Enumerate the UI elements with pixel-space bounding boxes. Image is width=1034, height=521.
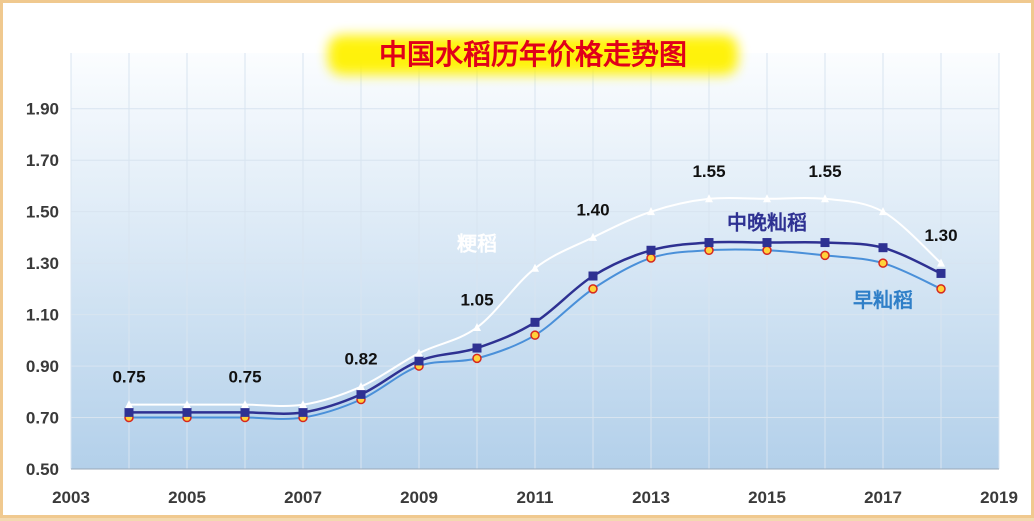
mid-late-indica-point <box>124 407 134 417</box>
mid-late-indica-point <box>820 238 830 248</box>
mid-late-indica-point <box>530 317 540 327</box>
mid-late-indica-point <box>414 356 424 366</box>
mid-late-indica-point <box>240 407 250 417</box>
x-tick-label: 2019 <box>980 488 1018 507</box>
japonica-point <box>415 348 423 357</box>
x-axis: 2003 2005 2007 2009 2011 2013 2015 2017 2019 <box>52 488 1018 507</box>
early-indica-point <box>820 250 830 261</box>
x-tick-label: 2011 <box>517 488 554 507</box>
mid-late-indica-point <box>762 238 772 248</box>
title-glow <box>328 35 738 75</box>
japonica-point <box>299 400 307 409</box>
series-label-early-indica: 早籼稻 <box>853 288 913 312</box>
japonica-point <box>937 258 945 267</box>
early-indica-point <box>588 284 598 294</box>
y-tick-label: 1.90 <box>26 100 59 119</box>
japonica-point <box>183 400 191 409</box>
early-indica-point <box>704 245 714 256</box>
japonica-point <box>531 263 539 272</box>
japonica-point <box>473 322 481 331</box>
japonica-point <box>125 400 133 409</box>
mid-late-indica-point <box>878 243 888 253</box>
japonica-point <box>705 194 713 203</box>
series-label-japonica: 粳稻 <box>457 231 497 255</box>
mid-late-indica-point <box>646 245 656 255</box>
y-tick-label: 1.10 <box>26 306 59 325</box>
japonica-point <box>241 400 249 409</box>
data-label: 1.55 <box>808 162 841 181</box>
early-indica-point <box>936 284 946 294</box>
y-tick-label: 0.50 <box>26 460 59 479</box>
x-tick-label: 2003 <box>52 488 90 507</box>
japonica-point <box>821 194 829 203</box>
early-indica-point <box>762 245 772 256</box>
mid-late-indica-point <box>936 268 946 278</box>
mid-late-indica-point <box>182 407 192 417</box>
japonica-point <box>357 382 365 391</box>
data-label: 0.82 <box>344 350 377 369</box>
title-group: 中国水稻历年价格走势图 <box>328 35 738 75</box>
japonica-point <box>647 207 655 216</box>
x-tick-label: 2015 <box>748 488 786 507</box>
y-tick-label: 1.30 <box>26 254 59 273</box>
early-indica-point <box>878 258 888 268</box>
data-label: 0.75 <box>112 368 145 387</box>
mid-late-indica-point <box>588 271 598 281</box>
japonica-point <box>763 194 771 203</box>
x-tick-label: 2017 <box>864 488 902 507</box>
y-axis: 0.50 0.70 0.90 1.10 1.30 1.50 1.70 1.90 <box>26 100 59 479</box>
y-tick-label: 1.70 <box>26 151 59 170</box>
japonica-point <box>879 207 887 216</box>
data-label: 0.75 <box>228 368 261 387</box>
x-tick-label: 2005 <box>168 488 206 507</box>
japonica-point <box>589 232 597 241</box>
mid-late-indica-point <box>472 343 482 353</box>
series-layer <box>124 194 946 423</box>
early-indica-point <box>472 353 482 364</box>
x-tick-label: 2009 <box>400 488 438 507</box>
early-indica-point <box>530 330 540 340</box>
chart-title: 中国水稻历年价格走势图 <box>379 38 687 71</box>
mid-late-indica-point <box>298 407 308 417</box>
labels-layer: 0.75 0.75 0.82 1.05 1.40 1.55 1.55 1.30 粳稻 中晚籼稻早籼… <box>112 162 957 387</box>
data-label: 1.30 <box>924 226 957 245</box>
mid-late-indica-point <box>704 238 714 248</box>
y-tick-label: 1.50 <box>26 203 59 222</box>
y-tick-label: 0.70 <box>26 409 59 428</box>
price-chart: 0.500.700.901.101.301.501.701.90 2003 200… <box>26 35 1018 507</box>
data-label: 1.55 <box>692 162 725 181</box>
x-tick-label: 2013 <box>632 488 670 507</box>
data-label: 1.40 <box>576 200 609 219</box>
x-tick-label: 2007 <box>284 488 322 507</box>
y-tick-label: 0.90 <box>26 357 59 376</box>
mid-late-indica-point <box>356 389 366 399</box>
data-label: 1.05 <box>460 290 493 309</box>
series-label-mid-late-indica: 中晚籼稻 <box>727 211 807 235</box>
early-indica-point <box>646 253 656 263</box>
